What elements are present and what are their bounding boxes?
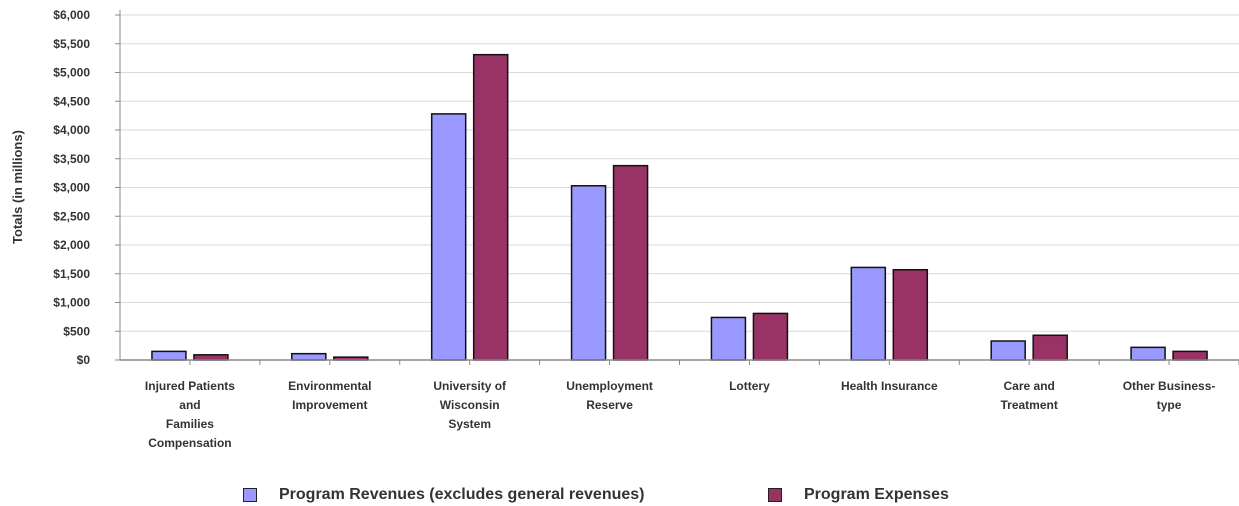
y-tick-label: $1,000 bbox=[53, 296, 90, 310]
legend-item-expenses: Program Expenses bbox=[768, 486, 949, 504]
legend-swatch-expenses bbox=[768, 488, 782, 502]
legend-label-expenses: Program Expenses bbox=[804, 486, 949, 503]
x-category-label: Care and Treatment bbox=[1001, 379, 1058, 412]
bar-program-revenues bbox=[151, 350, 187, 361]
y-axis-title: Totals (in millions) bbox=[10, 130, 25, 244]
y-tick-label: $500 bbox=[63, 324, 90, 338]
bar-program-expenses bbox=[1032, 334, 1068, 361]
bar-program-expenses bbox=[892, 268, 929, 361]
legend: Program Revenues (excludes general reven… bbox=[0, 484, 1239, 506]
bars bbox=[151, 53, 1208, 361]
legend-item-revenues: Program Revenues (excludes general reven… bbox=[243, 486, 645, 504]
x-category-label: Lottery bbox=[729, 379, 770, 393]
legend-swatch-revenues bbox=[243, 488, 257, 502]
x-category-label: Other Business-type bbox=[1123, 379, 1216, 412]
bar-program-expenses bbox=[472, 53, 509, 361]
y-tick-label: $1,500 bbox=[53, 267, 90, 281]
y-tick-label: $6,000 bbox=[53, 8, 90, 22]
gridlines bbox=[120, 14, 1239, 332]
bar-program-revenues bbox=[291, 352, 327, 361]
x-category-label: Injured Patients and Families Compensation bbox=[145, 379, 235, 450]
bar-program-expenses bbox=[1172, 350, 1208, 361]
bar-program-revenues bbox=[850, 266, 887, 361]
bar-program-revenues bbox=[430, 113, 467, 361]
bar-program-revenues bbox=[570, 185, 607, 361]
x-category-labels: Injured Patients and Families Compensation E… bbox=[145, 379, 1215, 450]
y-tick-labels: $0 $500 $1,000 $1,500 $2,000 $2,500 $3,000 $3,5… bbox=[53, 8, 90, 367]
x-category-label: Health Insurance bbox=[841, 379, 938, 393]
axes bbox=[115, 10, 1239, 365]
x-category-label: Unemployment Reserve bbox=[566, 379, 653, 412]
y-tick-label: $5,500 bbox=[53, 37, 90, 51]
bar-program-revenues bbox=[990, 340, 1026, 361]
x-category-label: Environmental Improvement bbox=[288, 379, 371, 412]
bar-chart: $0 $500 $1,000 $1,500 $2,000 $2,500 $3,000 $3,5… bbox=[10, 8, 1239, 450]
bar-program-expenses bbox=[612, 164, 649, 361]
bar-program-revenues bbox=[1130, 346, 1166, 361]
y-tick-label: $3,000 bbox=[53, 181, 90, 195]
y-tick-label: $4,000 bbox=[53, 123, 90, 137]
y-tick-label: $5,000 bbox=[53, 66, 90, 80]
bar-program-revenues bbox=[710, 316, 747, 361]
x-category-label: University of Wisconsin System bbox=[433, 379, 507, 431]
y-tick-label: $3,500 bbox=[53, 152, 90, 166]
bar-program-expenses bbox=[752, 312, 789, 361]
y-tick-label: $4,500 bbox=[53, 94, 90, 108]
y-tick-label: $2,500 bbox=[53, 209, 90, 223]
y-tick-label: $0 bbox=[77, 353, 91, 367]
bar-program-expenses bbox=[193, 354, 229, 361]
legend-label-revenues: Program Revenues (excludes general reven… bbox=[279, 486, 645, 503]
y-tick-label: $2,000 bbox=[53, 238, 90, 252]
